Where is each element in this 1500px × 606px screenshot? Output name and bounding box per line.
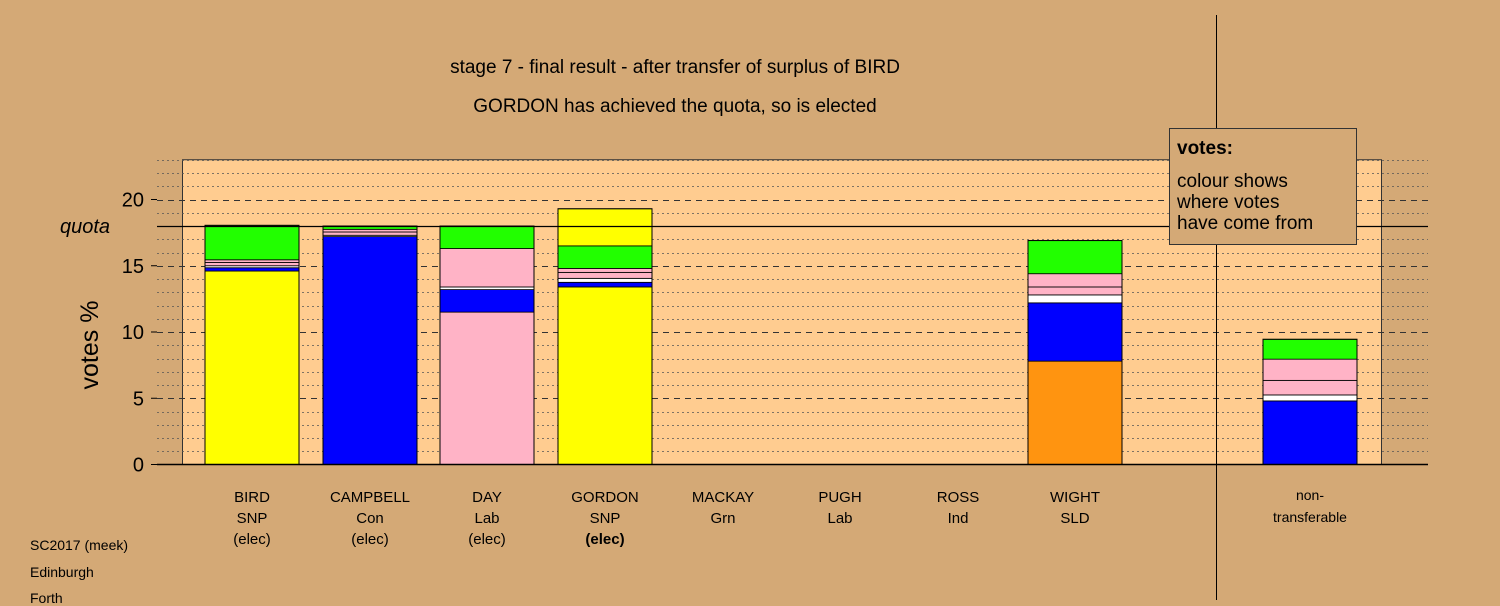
nontransferable-label-line-1: non- xyxy=(1296,487,1324,503)
bar-wight-segment-lab2 xyxy=(1027,273,1123,288)
bar-bird-segment-grn xyxy=(204,224,300,261)
quota-label: quota xyxy=(60,216,110,238)
bar-bird-segment-lab xyxy=(204,262,300,267)
bar-gordon-segment-snp xyxy=(557,286,653,465)
bar-wight-segment-sld xyxy=(1027,360,1123,465)
bar-wight-segment-con xyxy=(1027,302,1123,362)
bar-gordon-segment-lab2 xyxy=(557,267,653,273)
legend-line-3: have come from xyxy=(1177,213,1313,234)
candidate-label-gordon-line-2: SNP xyxy=(590,510,621,527)
y-tick-label: 5 xyxy=(133,388,144,410)
bar-day-segment-con xyxy=(439,289,535,313)
candidate-label-gordon-line-3: (elec) xyxy=(585,531,624,548)
y-tick-label: 0 xyxy=(133,455,144,477)
bar-nontransferable-segment-grn xyxy=(1262,338,1358,360)
bar-day-segment-lab2 xyxy=(439,248,535,288)
bar-gordon-segment-con xyxy=(557,281,653,288)
bar-wight-segment-grn xyxy=(1027,240,1123,275)
candidate-label-mackay-line-1: MACKAY xyxy=(692,489,754,506)
nontransferable-label-line-2: transferable xyxy=(1273,509,1347,525)
candidate-label-campbell-line-2: Con xyxy=(356,510,384,527)
bar-nontransferable-segment-con xyxy=(1262,400,1358,465)
bar-nontransferable-segment-lab2 xyxy=(1262,358,1358,381)
bar-campbell-segment-lab xyxy=(322,231,418,236)
candidate-label-wight-line-1: WIGHT xyxy=(1050,489,1100,506)
bar-wight-segment-ind xyxy=(1027,294,1123,304)
bar-campbell-segment-con xyxy=(322,236,418,465)
bar-gordon-segment-ind xyxy=(557,277,653,283)
bar-gordon-segment-lab xyxy=(557,271,653,279)
candidate-label-day-line-3: (elec) xyxy=(468,531,506,548)
footer-ward: Forth xyxy=(30,590,63,606)
candidate-label-wight-line-2: SLD xyxy=(1060,510,1089,527)
bar-day-segment-grn xyxy=(439,225,535,249)
candidate-label-ross-line-2: Ind xyxy=(948,510,969,527)
y-tick-label: 20 xyxy=(122,190,144,212)
chart-subtitle: GORDON has achieved the quota, so is ele… xyxy=(473,96,876,117)
candidate-label-bird-line-3: (elec) xyxy=(233,531,271,548)
candidate-label-ross-line-1: ROSS xyxy=(937,489,980,506)
legend-box: votes: colour shows where votes have com… xyxy=(1169,128,1357,245)
candidate-label-campbell-line-3: (elec) xyxy=(351,531,389,548)
y-tick-label: 15 xyxy=(122,256,144,278)
bar-nontransferable-segment-ind xyxy=(1262,394,1358,402)
bar-gordon-segment-snp xyxy=(557,208,653,247)
candidate-label-gordon-line-1: GORDON xyxy=(571,489,639,506)
candidate-label-day-line-1: DAY xyxy=(472,489,502,506)
bar-nontransferable-segment-lab xyxy=(1262,379,1358,396)
bar-wight-segment-lab xyxy=(1027,286,1123,296)
candidate-label-pugh-line-1: PUGH xyxy=(818,489,861,506)
footer-council: Edinburgh xyxy=(30,564,94,580)
legend-heading: votes: xyxy=(1177,138,1233,159)
bar-gordon-segment-grn xyxy=(557,245,653,269)
legend-line-1: colour shows xyxy=(1177,171,1288,192)
y-axis-title: votes % xyxy=(76,301,104,390)
bar-day-segment-lab xyxy=(439,311,535,465)
footer-method: SC2017 (meek) xyxy=(30,537,129,553)
y-tick-label: 10 xyxy=(122,322,144,344)
bar-bird-segment-con xyxy=(204,267,300,272)
chart-title: stage 7 - final result - after transfer … xyxy=(450,57,900,78)
candidate-label-campbell-line-1: CAMPBELL xyxy=(330,489,410,506)
candidate-label-bird-line-1: BIRD xyxy=(234,489,270,506)
candidate-label-pugh-line-2: Lab xyxy=(827,510,852,527)
candidate-label-mackay-line-2: Grn xyxy=(710,510,735,527)
bar-bird-segment-snp xyxy=(204,270,300,465)
candidate-label-day-line-2: Lab xyxy=(474,510,499,527)
legend-line-2: where votes xyxy=(1176,192,1279,213)
candidate-label-bird-line-2: SNP xyxy=(237,510,268,527)
